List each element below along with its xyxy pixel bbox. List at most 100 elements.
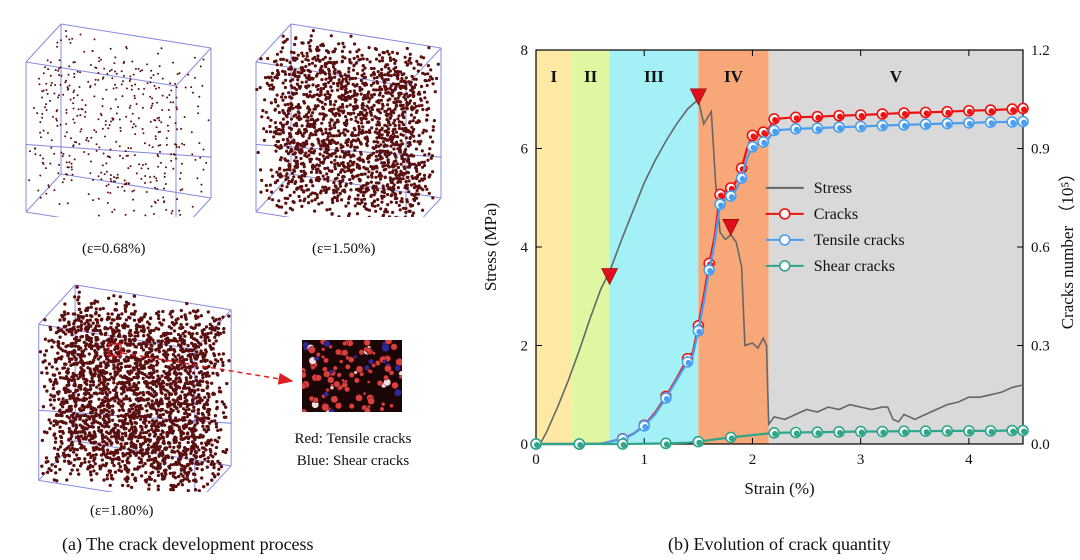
strain-label-3: (ε=1.80%): [90, 503, 154, 519]
stage-band: [571, 50, 610, 444]
y2-tick-label: 0.6: [1031, 240, 1050, 256]
data-point-fill: [761, 139, 768, 146]
x-tick-label: 1: [640, 452, 648, 468]
y-axis-left: 0 2 4 6 8: [521, 43, 542, 453]
y-axis-right: 0.0 0.3 0.6 0.9 1.2: [1017, 43, 1050, 453]
y2-tick-label: 0.9: [1031, 142, 1050, 158]
data-point-fill: [837, 429, 844, 436]
data-point-fill: [707, 267, 714, 274]
y2-tick-label: 1.2: [1031, 43, 1050, 59]
legend-red-label: Red: Tensile cracks: [294, 431, 412, 447]
data-point-fill: [1021, 428, 1027, 435]
legend-label: Cracks: [814, 206, 858, 223]
series-shear-cracks: [530, 424, 1029, 450]
stage-label: I: [551, 67, 558, 86]
crack-cube-plot: [255, 23, 442, 217]
data-point-fill: [772, 116, 779, 123]
legend-blue-label: Blue: Shear cracks: [296, 453, 410, 469]
legend-label: Tensile cracks: [814, 232, 905, 249]
data-point-fill: [793, 126, 800, 133]
stage-band: [698, 50, 769, 444]
data-point-fill: [534, 442, 540, 448]
series-tensile-cracks: [530, 115, 1029, 450]
data-point-fill: [1021, 106, 1027, 113]
data-point-fill: [988, 428, 995, 435]
crack-particles: [255, 29, 440, 217]
data-point-fill: [620, 442, 627, 448]
crack-snapshot-2: [238, 2, 458, 217]
triangle-marker: [601, 268, 619, 286]
data-point-fill: [663, 441, 670, 448]
data-point-fill: [858, 124, 865, 131]
data-point-fill: [1010, 119, 1017, 126]
y-tick-label: 8: [521, 43, 529, 59]
crack-color-legend: Red: Tensile cracks Blue: Shear cracks: [268, 428, 438, 472]
data-point-fill: [988, 120, 995, 127]
zoom-particles: [302, 340, 402, 412]
stage-label: IV: [724, 67, 744, 86]
data-point-fill: [988, 108, 995, 115]
y-axis-label: Stress (MPa): [481, 203, 500, 291]
series-line: [535, 97, 1024, 445]
y-tick-label: 6: [521, 142, 529, 158]
data-point-fill: [793, 430, 800, 437]
legend-label: Stress: [814, 180, 852, 197]
wireframe-box: [25, 23, 212, 217]
stage-label: III: [644, 67, 664, 86]
x-tick-label: 2: [749, 452, 757, 468]
data-point-fill: [901, 122, 908, 129]
stage-label: V: [890, 67, 903, 86]
data-point-fill: [696, 439, 703, 446]
data-point-fill: [945, 109, 952, 116]
data-point-fill: [717, 192, 724, 199]
chart-legend: Stress Cracks Tensile cracks Shear cracks: [765, 180, 905, 275]
stage-bands: I II III IV V: [536, 50, 1023, 444]
crack-snapshot-3: [20, 262, 250, 492]
caption-a: (a) The crack development process: [62, 534, 314, 554]
caption-b: (b) Evolution of crack quantity: [668, 534, 891, 554]
data-point-fill: [750, 144, 757, 151]
stage-markers: [601, 88, 740, 286]
data-point-fill: [945, 428, 952, 435]
y-tick-label: 4: [521, 240, 529, 256]
data-point-fill: [1021, 119, 1027, 126]
data-point-fill: [901, 429, 908, 436]
data-point-fill: [923, 110, 930, 117]
data-point-fill: [858, 429, 865, 436]
legend-marker: [778, 234, 791, 246]
data-point-fill: [663, 396, 670, 403]
crack-snapshot-1: [8, 2, 228, 217]
x-axis: 0 1 2 3 4: [532, 50, 973, 468]
data-point-fill: [815, 114, 822, 121]
x-tick-label: 0: [532, 452, 540, 468]
stage-label: II: [584, 67, 598, 86]
data-point-fill: [696, 328, 703, 335]
crack-cube-plot: [25, 23, 212, 217]
y-tick-label: 2: [521, 339, 529, 355]
y2-tick-label: 0.0: [1031, 437, 1050, 453]
data-point-fill: [945, 121, 952, 128]
data-point-fill: [1010, 428, 1017, 435]
x-tick-label: 3: [857, 452, 865, 468]
data-point-fill: [901, 111, 908, 118]
y-tick-label: 0: [521, 437, 529, 453]
data-point-fill: [772, 430, 779, 437]
data-point-fill: [966, 120, 973, 127]
data-point-fill: [966, 428, 973, 435]
data-point-fill: [837, 113, 844, 120]
data-point-fill: [772, 128, 779, 135]
data-point-fill: [577, 442, 584, 448]
y2-axis-label: Cracks number （10⁵）: [1058, 165, 1077, 330]
panel-a-crack-development: (ε=0.68%) (ε=1.50%) (ε=1.80%) Red: Tensi…: [0, 0, 470, 560]
data-point-fill: [923, 122, 930, 129]
data-point-fill: [793, 115, 800, 122]
data-point-fill: [966, 108, 973, 115]
strain-label-1: (ε=0.68%): [82, 241, 146, 257]
data-point-fill: [728, 435, 735, 442]
crack-cube-plot: [38, 284, 232, 492]
data-point-fill: [750, 133, 757, 140]
series-stress: [535, 97, 1024, 445]
data-point-fill: [685, 359, 692, 366]
data-point-fill: [642, 423, 649, 430]
